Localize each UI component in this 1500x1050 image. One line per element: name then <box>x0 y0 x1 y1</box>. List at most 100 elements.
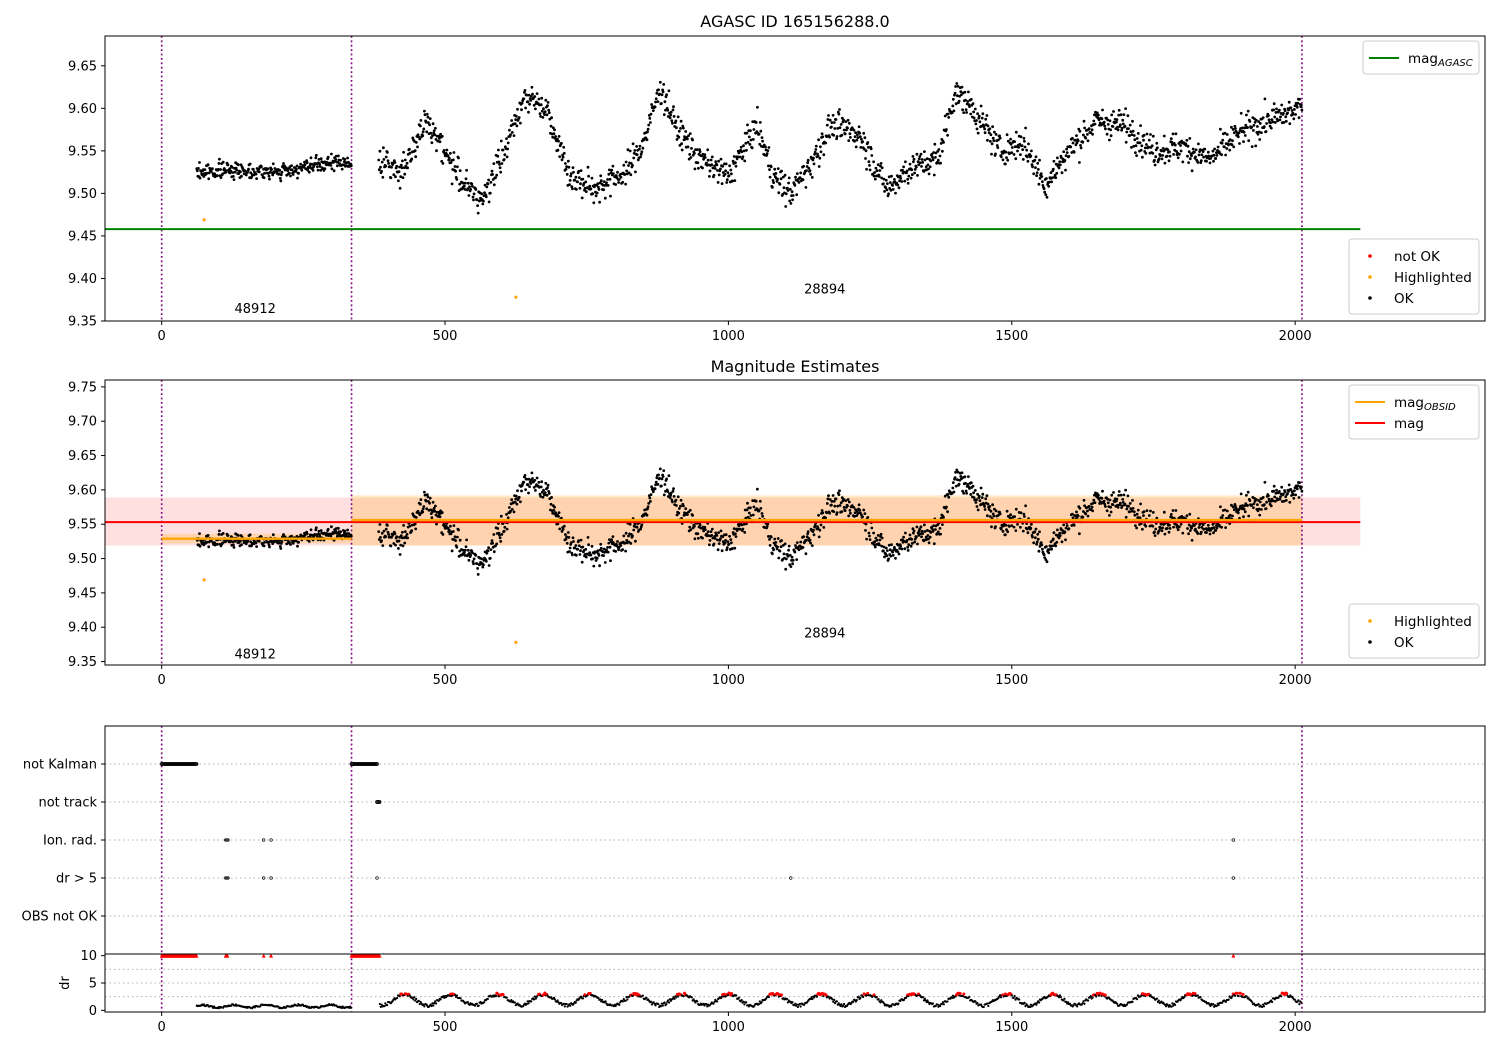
agasc-ok-point <box>209 170 213 173</box>
dr-point <box>525 1002 528 1006</box>
agasc-ok-point <box>219 176 223 180</box>
agasc-ok-point <box>788 187 792 191</box>
agasc-ok-point <box>719 167 722 171</box>
estimates-ok-point <box>894 556 897 560</box>
estimates-ok-point <box>257 539 261 543</box>
agasc-ok-point <box>875 169 879 173</box>
estimates-ok-point <box>1004 523 1008 527</box>
agasc-ok-point <box>1032 172 1036 176</box>
estimates-ok-point <box>209 539 213 543</box>
agasc-ok-point <box>968 105 971 108</box>
agasc-ok-point <box>1111 125 1115 128</box>
estimates-ok-point <box>646 507 649 511</box>
estimates-ok-point <box>423 490 426 494</box>
estimates-ok-point <box>891 550 894 554</box>
agasc-ok-point <box>661 90 665 94</box>
agasc-ok-point <box>609 194 612 198</box>
estimates-ok-point <box>1116 505 1120 509</box>
agasc-ok-point <box>403 172 407 176</box>
estimates-ok-point <box>840 510 844 513</box>
estimates-ok-point <box>994 525 997 528</box>
agasc-ok-point <box>706 148 710 152</box>
agasc-ok-point <box>1130 133 1134 137</box>
estimates-ok-point <box>857 503 861 507</box>
agasc-ok-point <box>929 159 933 163</box>
agasc-ok-point <box>546 104 549 108</box>
estimates-ok-point <box>535 476 539 480</box>
estimates-ok-point <box>1060 540 1064 544</box>
agasc-ok-point <box>889 188 893 192</box>
agasc-ok-point <box>552 132 556 136</box>
agasc-ok-point <box>584 190 588 194</box>
estimates-ok-point <box>1109 505 1112 509</box>
agasc-ok-point <box>255 177 258 181</box>
agasc-ok-point <box>1252 129 1255 132</box>
estimates-ok-point <box>565 535 568 539</box>
estimates-ok-point <box>1287 489 1290 493</box>
estimates-ok-point <box>206 534 210 537</box>
estimates-ok-point <box>910 538 914 541</box>
estimates-ok-point <box>767 535 770 538</box>
agasc-ok-point <box>1079 146 1083 150</box>
agasc-ok-point <box>232 178 236 182</box>
agasc-ok-point <box>471 195 475 199</box>
agasc-ok-point <box>197 167 200 170</box>
estimates-ok-point <box>734 535 738 538</box>
agasc-ok-point <box>640 150 644 154</box>
flags-point <box>269 838 273 842</box>
estimates-ok-point <box>646 505 650 509</box>
agasc-ok-point <box>1173 143 1177 147</box>
estimates-ok-point <box>492 533 496 536</box>
agasc-ok-point <box>825 135 829 139</box>
estimates-ok-point <box>1154 527 1158 531</box>
agasc-ok-point <box>534 107 537 111</box>
estimates-ok-point <box>1083 504 1086 508</box>
estimates-ok-point <box>400 536 404 540</box>
agasc-ok-point <box>1064 154 1068 158</box>
agasc-ok-point <box>894 191 897 195</box>
estimates-ok-point <box>946 510 949 514</box>
estimates-ok-point <box>439 509 442 513</box>
agasc-ok-point <box>727 174 731 178</box>
estimates-ok-point <box>872 531 875 535</box>
agasc-ok-point <box>1300 108 1304 112</box>
estimates-ok-point <box>991 503 994 507</box>
agasc-ok-point <box>674 119 678 123</box>
estimates-ok-point <box>689 528 693 531</box>
dr-point <box>349 1006 353 1009</box>
estimates-ok-point <box>1058 534 1062 537</box>
agasc-ok-point <box>464 181 467 185</box>
estimates-ok-point <box>1050 547 1053 551</box>
estimates-ok-point <box>858 511 862 515</box>
estimates-ok-point <box>703 528 707 531</box>
estimates-ok-point <box>688 525 692 529</box>
estimates-ok-point <box>862 508 866 512</box>
agasc-ok-point <box>1203 147 1207 151</box>
estimates-ok-point <box>1139 502 1142 506</box>
estimates-ok-point <box>838 489 841 493</box>
estimates-ok-point <box>741 527 745 531</box>
agasc-ok-point <box>1243 134 1247 137</box>
agasc-ok-point <box>1280 103 1284 107</box>
estimates-ok-point <box>337 526 340 530</box>
agasc-ok-point <box>334 154 338 158</box>
estimates-ok-point <box>791 558 795 562</box>
agasc-ok-point <box>680 142 683 146</box>
agasc-ok-point <box>898 179 901 183</box>
estimates-ok-point <box>1273 499 1277 503</box>
estimates-ok-point <box>1151 524 1155 528</box>
agasc-ok-point <box>1149 133 1152 136</box>
estimates-ok-point <box>647 502 651 505</box>
estimates-ok-point <box>712 542 716 546</box>
agasc-ok-point <box>330 167 334 171</box>
agasc-ok-point <box>1030 163 1034 167</box>
agasc-ok-point <box>539 115 542 118</box>
estimates-ok-point <box>288 540 291 544</box>
agasc-ok-point <box>1087 127 1091 131</box>
agasc-ok-point <box>1031 165 1034 169</box>
estimates-ok-point <box>954 470 957 474</box>
dr-point <box>936 1003 939 1006</box>
estimates-ok-point <box>1185 514 1189 518</box>
agasc-ok-point <box>898 174 902 178</box>
agasc-ok-point <box>934 156 937 159</box>
